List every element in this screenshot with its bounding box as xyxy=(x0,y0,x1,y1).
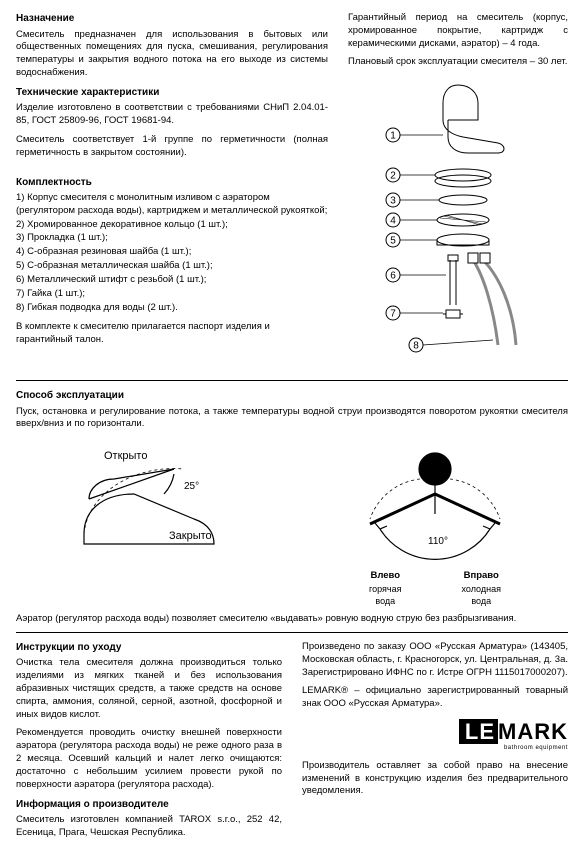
tech-text-1: Изделие изготовлено в соответствии с тре… xyxy=(16,102,328,128)
kit-item: 6) Металлический штифт с резьбой (1 шт.)… xyxy=(16,274,328,287)
closed-label: Закрыто xyxy=(169,530,212,542)
purpose-text: Смеситель предназначен для использования… xyxy=(16,29,328,80)
right-water-label: Вправо холодная вода xyxy=(461,570,500,607)
kit-item: 8) Гибкая подводка для воды (2 шт.). xyxy=(16,302,328,315)
callout-label: 5 xyxy=(390,236,396,247)
callout-label: 2 xyxy=(390,171,396,182)
mfr-text: Смеситель изготовлен компанией TAROX s.r… xyxy=(16,814,282,840)
kit-item: 4) С-образная резиновая шайба (1 шт.); xyxy=(16,246,328,259)
rotate-diagram: 110° xyxy=(310,439,560,569)
kit-item: 5) С-образная металлическая шайба (1 шт.… xyxy=(16,260,328,273)
angle-110: 110° xyxy=(428,536,448,547)
tilt-diagram: Открыто 25° Закрыто xyxy=(34,439,264,569)
callout-label: 3 xyxy=(390,196,396,207)
kit-item: 1) Корпус смесителя с монолитным изливом… xyxy=(16,192,328,218)
aerator-text: Аэратор (регулятор расхода воды) позволя… xyxy=(16,613,568,626)
care-text-1: Очистка тела смесителя должна производит… xyxy=(16,657,282,721)
exploded-diagram: 1 2 3 4 5 6 7 8 xyxy=(348,75,568,365)
callout-label: 8 xyxy=(413,341,419,352)
warranty-text: Гарантийный период на смеситель (корпус,… xyxy=(348,12,568,50)
divider-1 xyxy=(16,380,568,381)
heading-tech: Технические характеристики xyxy=(16,86,328,100)
left-bold: Влево xyxy=(369,570,401,583)
callout-label: 1 xyxy=(390,131,396,142)
angle-25: 25° xyxy=(184,481,199,492)
open-label: Открыто xyxy=(104,450,147,462)
callout-label: 6 xyxy=(390,271,396,282)
top-section: Назначение Смеситель предназначен для ис… xyxy=(16,12,568,370)
callout-label: 4 xyxy=(390,216,396,227)
disclaimer-text: Производитель оставляет за собой право н… xyxy=(302,760,568,798)
heading-care: Инструкции по уходу xyxy=(16,641,282,655)
lifetime-text: Плановый срок эксплуатации смесителя – 3… xyxy=(348,56,568,69)
operation-diagrams: Открыто 25° Закрыто 110° xyxy=(16,439,568,607)
tilt-diagram-box: Открыто 25° Закрыто xyxy=(16,439,282,607)
tech-text-2: Смеситель соответствует 1-й группе по ге… xyxy=(16,134,328,160)
heading-kit: Комплектность xyxy=(16,176,328,190)
kit-item: 3) Прокладка (1 шт.); xyxy=(16,232,328,245)
top-left-col: Назначение Смеситель предназначен для ис… xyxy=(16,12,328,370)
left-water-label: Влево горячая вода xyxy=(369,570,401,607)
right-bold: Вправо xyxy=(461,570,500,583)
callout-label: 7 xyxy=(390,309,396,320)
trademark-text: LEMARK® – официально зарегистрированный … xyxy=(302,685,568,711)
kit-item: 2) Хромированное декоративное кольцо (1 … xyxy=(16,219,328,232)
kit-item: 7) Гайка (1 шт.); xyxy=(16,288,328,301)
care-text-2: Рекомендуется проводить очистку внешней … xyxy=(16,727,282,791)
heading-purpose: Назначение xyxy=(16,12,328,26)
heading-mfr: Информация о производителе xyxy=(16,798,282,812)
bottom-right-col: Произведено по заказу ООО «Русская Армат… xyxy=(302,641,568,846)
bottom-left-col: Инструкции по уходу Очистка тела смесите… xyxy=(16,641,282,846)
bottom-section: Инструкции по уходу Очистка тела смесите… xyxy=(16,641,568,846)
cold-label: холодная вода xyxy=(461,583,500,607)
logo-sub: bathroom equipment xyxy=(302,744,568,752)
logo-mark: MARK xyxy=(498,719,568,744)
hot-label: горячая вода xyxy=(369,583,401,607)
operation-text: Пуск, остановка и регулирование потока, … xyxy=(16,406,568,432)
kit-list: 1) Корпус смесителя с монолитным изливом… xyxy=(16,192,328,314)
divider-2 xyxy=(16,632,568,633)
top-right-col: Гарантийный период на смеситель (корпус,… xyxy=(348,12,568,370)
kit-footer: В комплекте к смесителю прилагается пасп… xyxy=(16,321,328,347)
lemark-logo: LEMARK bathroom equipment xyxy=(302,717,568,752)
rotate-diagram-box: 110° Влево горячая вода Вправо холодная … xyxy=(302,439,568,607)
order-text: Произведено по заказу ООО «Русская Армат… xyxy=(302,641,568,679)
heading-operation: Способ эксплуатации xyxy=(16,389,568,403)
